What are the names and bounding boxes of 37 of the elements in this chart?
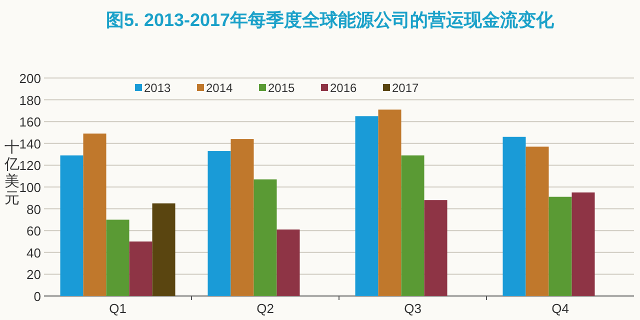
- y-tick-label: 140: [19, 136, 41, 152]
- chart-title: 图5. 2013-2017年每季度全球能源公司的营运现金流变化: [106, 10, 556, 30]
- legend-label: 2015: [268, 81, 296, 95]
- legend-label: 2013: [144, 81, 172, 95]
- bar: [526, 146, 549, 296]
- y-tick-label: 160: [19, 114, 41, 130]
- bar: [572, 192, 595, 296]
- bar: [355, 116, 378, 296]
- x-tick-label: Q2: [256, 301, 274, 316]
- legend-label: 2014: [206, 81, 234, 95]
- bar: [548, 196, 572, 296]
- y-tick-label: 200: [19, 71, 41, 86]
- bar: [60, 155, 84, 296]
- bar: [424, 200, 448, 296]
- bar: [378, 110, 402, 296]
- bar: [208, 151, 231, 296]
- bar: [230, 139, 254, 296]
- y-tick-label: 20: [26, 267, 41, 282]
- y-tick-label: 80: [26, 202, 41, 217]
- bar: [106, 220, 130, 296]
- bar: [276, 230, 300, 296]
- y-tick-label: 120: [19, 158, 41, 174]
- y-tick-label: 180: [19, 92, 41, 108]
- x-tick-label: Q1: [109, 301, 126, 316]
- legend-label: 2017: [392, 81, 420, 95]
- y-tick-label: 100: [19, 180, 41, 195]
- x-tick-label: Q4: [552, 301, 569, 316]
- y-tick-label: 60: [26, 224, 41, 239]
- legend-label: 2016: [330, 81, 358, 95]
- bar: [254, 179, 277, 296]
- bar: [401, 155, 424, 296]
- y-axis-title: 十亿美元: [4, 139, 20, 207]
- bar: [502, 136, 526, 296]
- bar: [83, 134, 106, 296]
- y-tick-label: 0: [34, 289, 41, 304]
- x-tick-label: Q3: [404, 301, 422, 316]
- y-tick-label: 40: [26, 245, 41, 260]
